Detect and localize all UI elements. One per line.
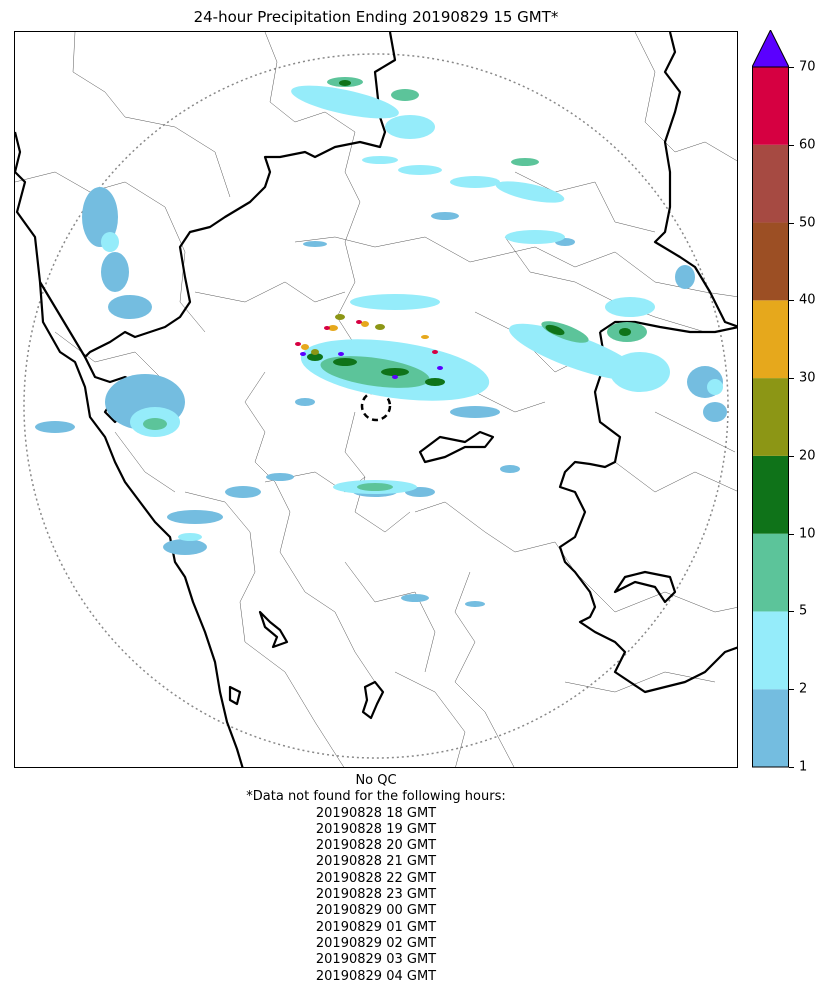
colorbar-tick-label: 5 <box>799 603 808 619</box>
colorbar-tick-label: 60 <box>799 137 816 153</box>
colorbar-segment <box>752 455 789 534</box>
missing-hour: 20190829 04 GMT <box>315 968 437 984</box>
precipitation-cells <box>35 77 727 607</box>
colorbar-extend-arrow <box>751 28 790 68</box>
data-notes: No QC *Data not found for the following … <box>14 773 738 985</box>
colorbar-segment <box>752 689 789 767</box>
colorbar-tick-mark <box>789 689 794 691</box>
colorbar-segment <box>752 300 789 379</box>
colorbar-tick-label: 70 <box>799 59 816 75</box>
colorbar-segment <box>752 533 789 612</box>
missing-hour: 20190829 02 GMT <box>315 935 437 951</box>
missing-hour: 20190828 19 GMT <box>315 821 437 837</box>
colorbar-segment <box>752 222 789 301</box>
missing-hour: 20190828 23 GMT <box>315 887 437 903</box>
radar-range-ring <box>23 53 729 759</box>
colorbar-tick-label: 30 <box>799 370 816 386</box>
colorbar-segment <box>752 378 789 456</box>
colorbar-tick-label: 2 <box>799 681 808 697</box>
colorbar-tick-label: 40 <box>799 292 816 308</box>
colorbar-tick-mark <box>789 611 794 613</box>
missing-hour: 20190828 18 GMT <box>315 805 437 821</box>
colorbar-tick-label: 20 <box>799 448 816 464</box>
missing-hour: 20190828 20 GMT <box>315 838 437 854</box>
map-title: 24-hour Precipitation Ending 20190829 15… <box>193 8 559 26</box>
colorbar-tick-label: 10 <box>799 526 816 542</box>
missing-hour: 20190829 03 GMT <box>315 952 437 968</box>
qc-note: No QC <box>355 773 397 788</box>
missing-hour: 20190828 22 GMT <box>315 870 437 886</box>
colorbar-tick-mark <box>789 300 794 302</box>
missing-hour: 20190829 00 GMT <box>315 903 437 919</box>
colorbar-tick-labels: 1 2 5 10 20 30 40 50 60 70 <box>789 0 825 991</box>
colorbar-tick-label: 1 <box>799 759 808 775</box>
colorbar-tick-mark <box>789 533 794 535</box>
colorbar-tick-mark <box>789 455 794 457</box>
state-boundaries <box>15 32 737 767</box>
missing-data-header: *Data not found for the following hours: <box>246 789 506 805</box>
precipitation-colorbar <box>751 28 790 770</box>
colorbar-tick-mark <box>789 767 794 768</box>
colorbar-segment <box>752 144 789 223</box>
colorbar-tick-mark <box>789 378 794 380</box>
missing-hour: 20190828 21 GMT <box>315 854 437 870</box>
colorbar-segment <box>752 67 789 145</box>
colorbar-tick-mark <box>789 67 794 68</box>
colorbar-tick-mark <box>789 222 794 224</box>
colorbar-tick-label: 50 <box>799 215 816 231</box>
missing-hour: 20190829 01 GMT <box>315 919 437 935</box>
colorbar-segment <box>752 611 789 690</box>
colorbar-border <box>752 66 789 768</box>
precipitation-map <box>14 31 738 768</box>
colorbar-tick-mark <box>789 144 794 146</box>
